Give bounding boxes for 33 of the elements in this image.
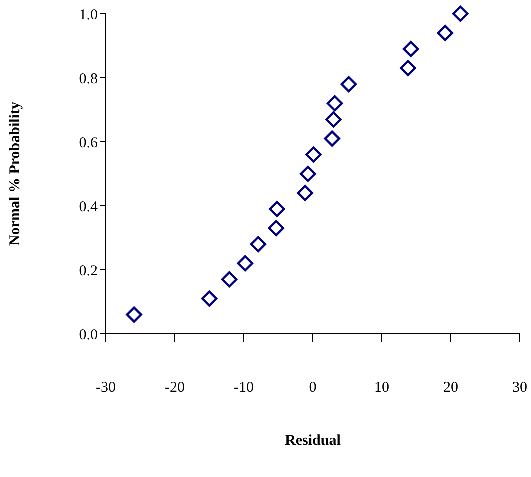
x-tick-label: -30: [96, 380, 116, 396]
point: [326, 96, 344, 112]
y-tick-label: 0.6: [79, 135, 98, 152]
point: [402, 41, 420, 58]
y-tick-label: 0.2: [79, 263, 98, 280]
point: [452, 6, 469, 22]
point: [297, 185, 314, 202]
point: [340, 76, 357, 92]
point: [324, 130, 340, 147]
point: [221, 272, 238, 288]
x-axis-title: Residual: [285, 433, 341, 449]
point: [306, 146, 322, 163]
x-tick-label: 20: [444, 380, 458, 396]
point: [126, 306, 142, 323]
y-axis-title: Normal % Probability: [7, 102, 24, 246]
y-tick-label: 0.8: [79, 71, 98, 88]
point: [400, 60, 416, 76]
x-tick-label: -20: [165, 380, 185, 396]
point: [250, 236, 267, 252]
point: [300, 166, 316, 182]
point: [201, 290, 218, 307]
point: [326, 112, 342, 128]
point: [437, 25, 454, 42]
point: [268, 220, 285, 236]
y-tick-label: 1.0: [79, 7, 98, 24]
x-tick-label: 30: [512, 380, 528, 396]
y-tick-label: 0.4: [79, 199, 98, 216]
x-tick-label: 0: [309, 380, 317, 396]
x-tick-label: 10: [374, 380, 390, 396]
x-tick-label: -10: [234, 380, 254, 396]
point: [237, 256, 254, 272]
point: [269, 201, 286, 218]
y-tick-label: 0.0: [79, 327, 98, 344]
